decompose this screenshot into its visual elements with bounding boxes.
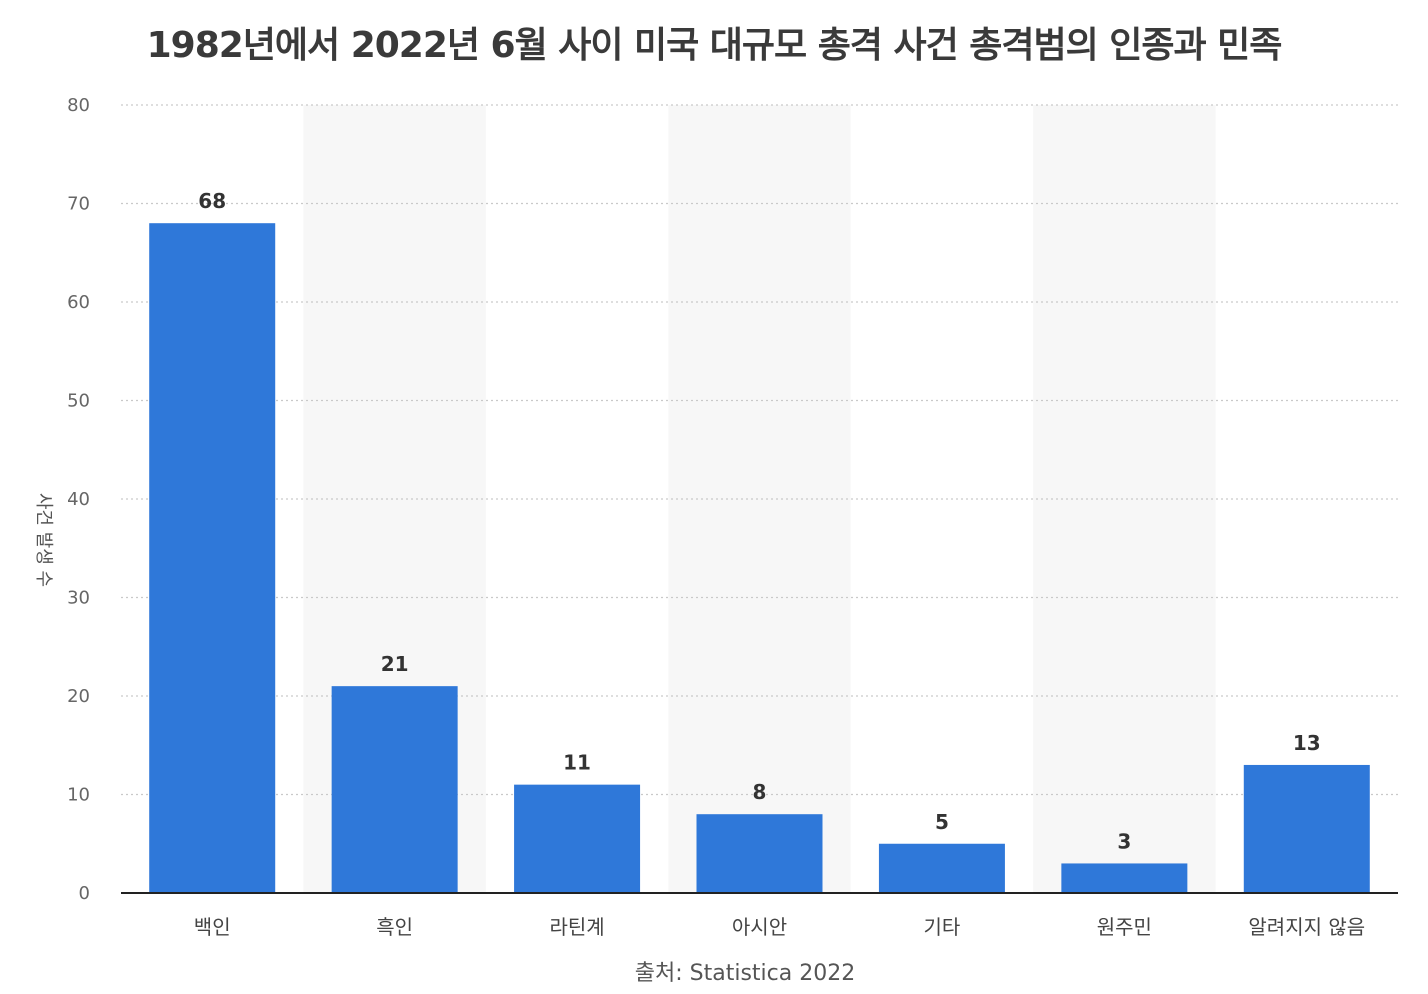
y-tick-label: 0 xyxy=(79,883,90,904)
x-tick-label: 원주민 xyxy=(1097,915,1152,939)
data-label: 68 xyxy=(198,189,226,213)
data-label: 5 xyxy=(935,810,949,834)
bar-6 xyxy=(1243,764,1370,893)
x-tick-label: 백인 xyxy=(194,915,231,939)
chart-title: 1982년에서 2022년 6월 사이 미국 대규모 총격 사건 총격범의 인종… xyxy=(146,25,1283,66)
bar-0 xyxy=(149,223,276,893)
data-label: 13 xyxy=(1293,731,1321,755)
x-tick-label: 흑인 xyxy=(376,915,413,939)
y-tick-label: 80 xyxy=(67,95,90,116)
y-tick-label: 20 xyxy=(67,686,90,707)
data-label: 11 xyxy=(563,751,591,775)
source-note: 출처: Statistica 2022 xyxy=(634,961,856,986)
x-tick-label: 라틴계 xyxy=(549,915,604,939)
y-tick-label: 70 xyxy=(67,194,90,215)
x-tick-label: 아시안 xyxy=(732,915,787,939)
bar-1 xyxy=(331,686,458,893)
data-label: 8 xyxy=(753,780,767,804)
band-5 xyxy=(1033,105,1216,893)
bar-2 xyxy=(514,784,641,893)
y-tick-label: 10 xyxy=(67,785,90,806)
y-axis-title: 사건 발생 수 xyxy=(33,493,54,587)
x-tick-label: 기타 xyxy=(924,915,961,939)
y-tick-label: 60 xyxy=(67,292,90,313)
bar-4 xyxy=(878,843,1005,893)
band-3 xyxy=(668,105,851,893)
y-tick-label: 40 xyxy=(67,489,90,510)
bar-3 xyxy=(696,814,823,893)
bar-5 xyxy=(1061,863,1188,893)
data-label: 3 xyxy=(1117,829,1131,853)
y-tick-label: 30 xyxy=(67,588,90,609)
x-tick-label: 알려지지 않음 xyxy=(1248,915,1365,939)
data-label: 21 xyxy=(381,652,409,676)
y-tick-label: 50 xyxy=(67,391,90,412)
